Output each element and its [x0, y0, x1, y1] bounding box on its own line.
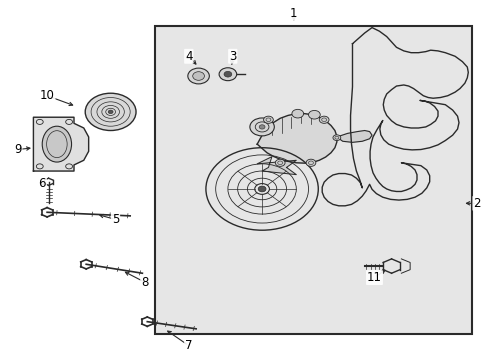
Text: 7: 7: [185, 339, 193, 352]
Circle shape: [224, 71, 232, 77]
Circle shape: [275, 159, 285, 166]
Bar: [155, 26, 472, 334]
Circle shape: [250, 118, 274, 136]
Circle shape: [292, 109, 304, 118]
Text: 4: 4: [185, 50, 193, 63]
Circle shape: [219, 68, 237, 81]
Circle shape: [258, 186, 266, 192]
Circle shape: [259, 125, 265, 129]
Ellipse shape: [42, 126, 72, 162]
Text: 3: 3: [229, 50, 237, 63]
Polygon shape: [337, 131, 372, 142]
Polygon shape: [33, 117, 89, 171]
Circle shape: [333, 135, 341, 140]
Text: 8: 8: [141, 276, 148, 289]
Text: 10: 10: [40, 89, 54, 102]
Text: 1: 1: [290, 7, 297, 20]
Circle shape: [188, 68, 209, 84]
Circle shape: [193, 72, 204, 80]
Circle shape: [85, 93, 136, 131]
Text: 6: 6: [39, 177, 46, 190]
Circle shape: [309, 111, 320, 119]
Text: 2: 2: [473, 197, 481, 210]
Circle shape: [108, 110, 113, 114]
Polygon shape: [257, 157, 296, 175]
Text: 5: 5: [112, 213, 119, 226]
Circle shape: [306, 159, 316, 166]
Circle shape: [264, 116, 273, 123]
Polygon shape: [257, 114, 337, 163]
Text: 9: 9: [14, 143, 22, 156]
Text: 11: 11: [367, 271, 382, 284]
Circle shape: [319, 116, 329, 123]
